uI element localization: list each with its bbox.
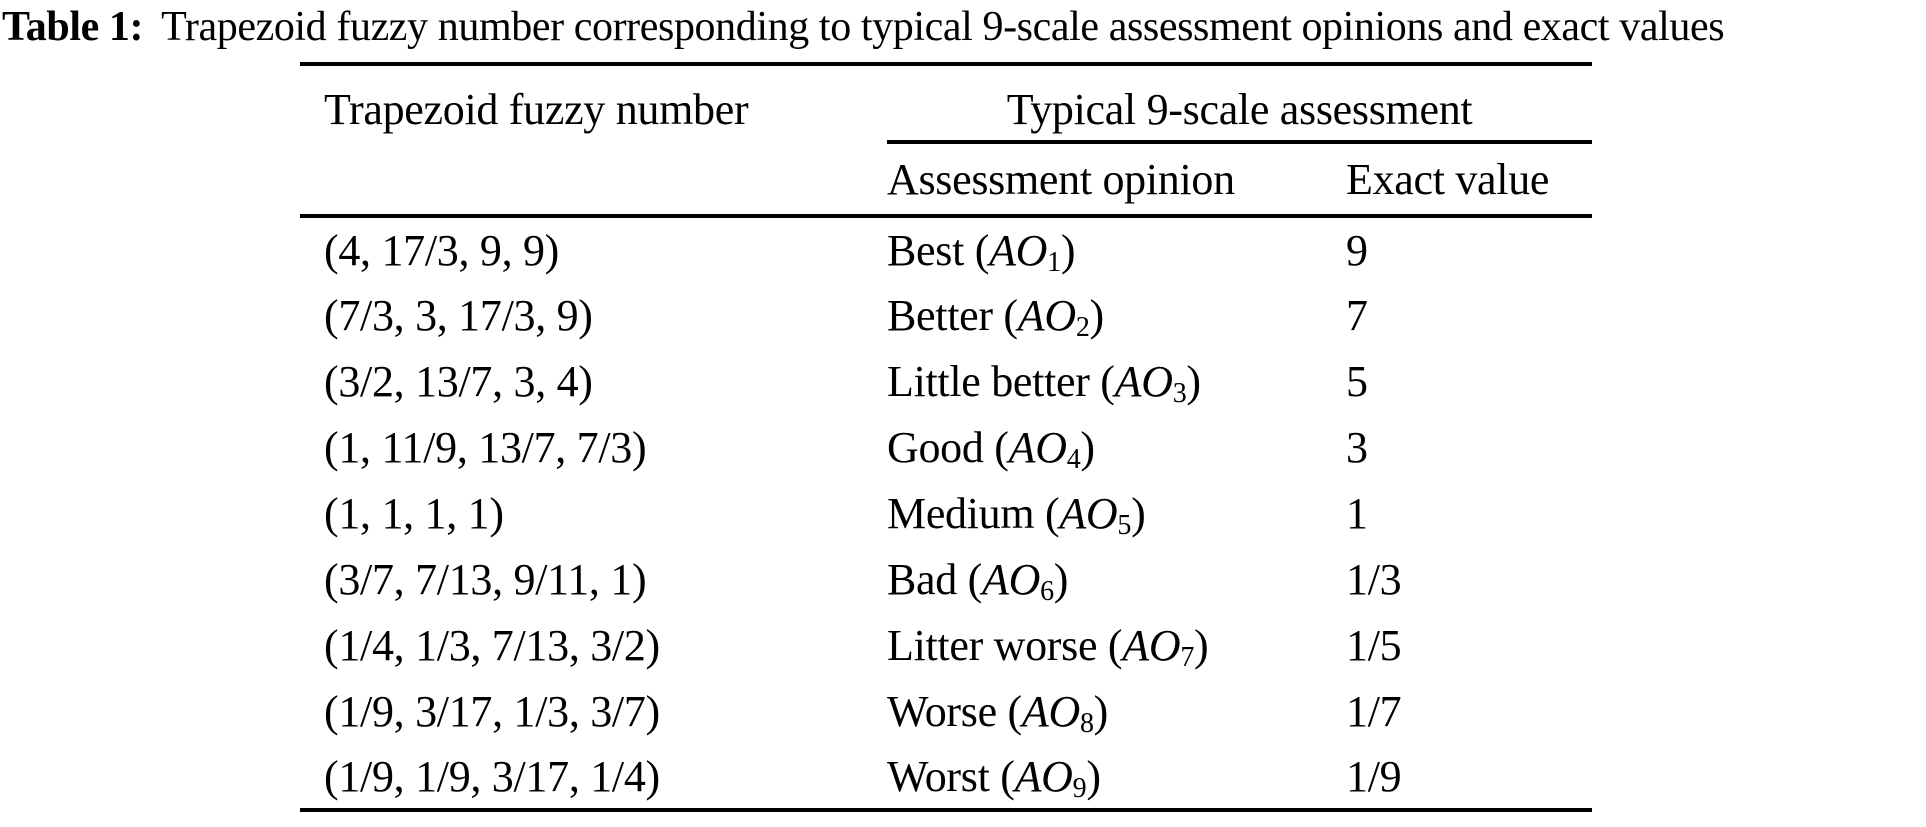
fuzzy-number-cell: (1, 11/9, 13/7, 7/3)	[324, 422, 647, 472]
column-header-assessment-opinion: Assessment opinion	[887, 142, 1346, 218]
opinion-text: Litter worse (	[887, 620, 1123, 670]
opinion-symbol-subscript: 6	[1040, 575, 1054, 607]
column-header-exact-value: Exact value	[1346, 142, 1593, 218]
opinion-text-close: )	[1089, 290, 1105, 340]
exact-value-cell: 5	[1346, 356, 1368, 406]
opinion-text: Bad (	[887, 554, 983, 604]
opinion-symbol-subscript: 9	[1072, 772, 1087, 804]
column-group-header-assessment: Typical 9-scale assessment	[887, 64, 1593, 144]
opinion-symbol: AO	[1021, 686, 1080, 736]
opinion-text: Little better (	[887, 356, 1115, 406]
table-row: (1/9, 1/9, 3/17, 1/4) Worst (AO9) 1/9	[300, 744, 1592, 810]
fuzzy-number-cell: (1/4, 1/3, 7/13, 3/2)	[324, 620, 660, 670]
opinion-text-close: )	[1194, 620, 1209, 670]
exact-value-cell: 1/9	[1346, 751, 1402, 801]
fuzzy-number-cell: (1, 1, 1, 1)	[324, 488, 504, 538]
exact-value-cell: 1/3	[1346, 554, 1402, 604]
table-header: Trapezoid fuzzy number Typical 9-scale a…	[300, 64, 1593, 218]
opinion-text-close: )	[1080, 422, 1095, 472]
opinion-text: Worse (	[887, 686, 1022, 736]
header-row-sub: Assessment opinion Exact value	[300, 142, 1593, 218]
assessment-opinion-cell: Worst (AO9)	[887, 744, 1346, 810]
fuzzy-number-cell: (4, 17/3, 9, 9)	[324, 225, 560, 275]
table-caption-text: Trapezoid fuzzy number corresponding to …	[161, 4, 1725, 50]
opinion-text-close: )	[1131, 488, 1146, 538]
assessment-opinion-cell: Worse (AO8)	[887, 678, 1346, 744]
table-row: (7/3, 3, 17/3, 9) Better (AO2) 7	[300, 282, 1592, 348]
exact-value-cell: 1/5	[1346, 620, 1402, 670]
opinion-text-close: )	[1093, 686, 1109, 736]
table-row: (4, 17/3, 9, 9) Best (AO1) 9	[300, 216, 1592, 282]
opinion-symbol: AO	[989, 225, 1048, 275]
opinion-symbol: AO	[1014, 751, 1073, 801]
exact-value-cell: 1/7	[1346, 686, 1402, 736]
exact-value-cell: 3	[1346, 422, 1368, 472]
opinion-symbol-subscript: 4	[1066, 443, 1081, 475]
opinion-text: Best (	[887, 225, 990, 275]
fuzzy-number-cell: (7/3, 3, 17/3, 9)	[324, 290, 593, 340]
opinion-symbol: AO	[982, 554, 1041, 604]
table-row: (1, 1, 1, 1) Medium (AO5) 1	[300, 480, 1592, 546]
opinion-symbol: AO	[1059, 488, 1118, 538]
opinion-symbol-subscript: 2	[1075, 311, 1090, 343]
fuzzy-number-cell: (1/9, 3/17, 1/3, 3/7)	[324, 686, 660, 736]
fuzzy-number-table: Trapezoid fuzzy number Typical 9-scale a…	[300, 62, 1593, 812]
fuzzy-number-cell: (3/7, 7/13, 9/11, 1)	[324, 554, 647, 604]
opinion-text: Worst (	[887, 751, 1015, 801]
assessment-opinion-cell: Best (AO1)	[887, 216, 1346, 282]
fuzzy-number-cell: (1/9, 1/9, 3/17, 1/4)	[324, 751, 660, 801]
opinion-text-close: )	[1060, 225, 1076, 275]
opinion-symbol: AO	[1008, 422, 1067, 472]
opinion-text: Better (	[887, 290, 1018, 340]
opinion-text: Good (	[887, 422, 1009, 472]
assessment-opinion-cell: Medium (AO5)	[887, 480, 1346, 546]
table-row: (1/4, 1/3, 7/13, 3/2) Litter worse (AO7) 1…	[300, 612, 1592, 678]
opinion-text-close: )	[1086, 751, 1101, 801]
table-caption-label: Table 1:	[2, 4, 144, 50]
assessment-opinion-cell: Better (AO2)	[887, 282, 1346, 348]
opinion-symbol-subscript: 1	[1047, 246, 1061, 278]
opinion-symbol: AO	[1017, 290, 1076, 340]
opinion-symbol: AO	[1122, 620, 1181, 670]
table-body: (4, 17/3, 9, 9) Best (AO1) 9 (7/3, 3, 17/3,…	[300, 216, 1592, 810]
table-row: (1, 11/9, 13/7, 7/3) Good (AO4) 3	[300, 414, 1592, 480]
table-caption: Table 1: Trapezoid fuzzy number correspon…	[2, 0, 1725, 54]
opinion-symbol-subscript: 8	[1079, 707, 1094, 739]
table-row: (3/2, 13/7, 3, 4) Little better (AO3) 5	[300, 348, 1592, 414]
exact-value-cell: 9	[1346, 225, 1368, 275]
opinion-symbol-subscript: 3	[1172, 377, 1187, 409]
opinion-symbol-subscript: 7	[1180, 641, 1195, 673]
table-row: (3/7, 7/13, 9/11, 1) Bad (AO6) 1/3	[300, 546, 1592, 612]
exact-value-cell: 1	[1346, 488, 1368, 538]
column-header-fuzzy-number: Trapezoid fuzzy number	[300, 64, 887, 218]
assessment-opinion-cell: Good (AO4)	[887, 414, 1346, 480]
exact-value-cell: 7	[1346, 290, 1368, 340]
opinion-text-close: )	[1053, 554, 1069, 604]
opinion-text: Medium (	[887, 488, 1060, 538]
assessment-opinion-cell: Little better (AO3)	[887, 348, 1346, 414]
assessment-opinion-cell: Bad (AO6)	[887, 546, 1346, 612]
opinion-symbol: AO	[1114, 356, 1173, 406]
table-row: (1/9, 3/17, 1/3, 3/7) Worse (AO8) 1/7	[300, 678, 1592, 744]
fuzzy-number-cell: (3/2, 13/7, 3, 4)	[324, 356, 593, 406]
opinion-symbol-subscript: 5	[1117, 509, 1132, 541]
header-row-group: Trapezoid fuzzy number Typical 9-scale a…	[300, 64, 1593, 218]
opinion-text-close: )	[1186, 356, 1201, 406]
assessment-opinion-cell: Litter worse (AO7)	[887, 612, 1346, 678]
